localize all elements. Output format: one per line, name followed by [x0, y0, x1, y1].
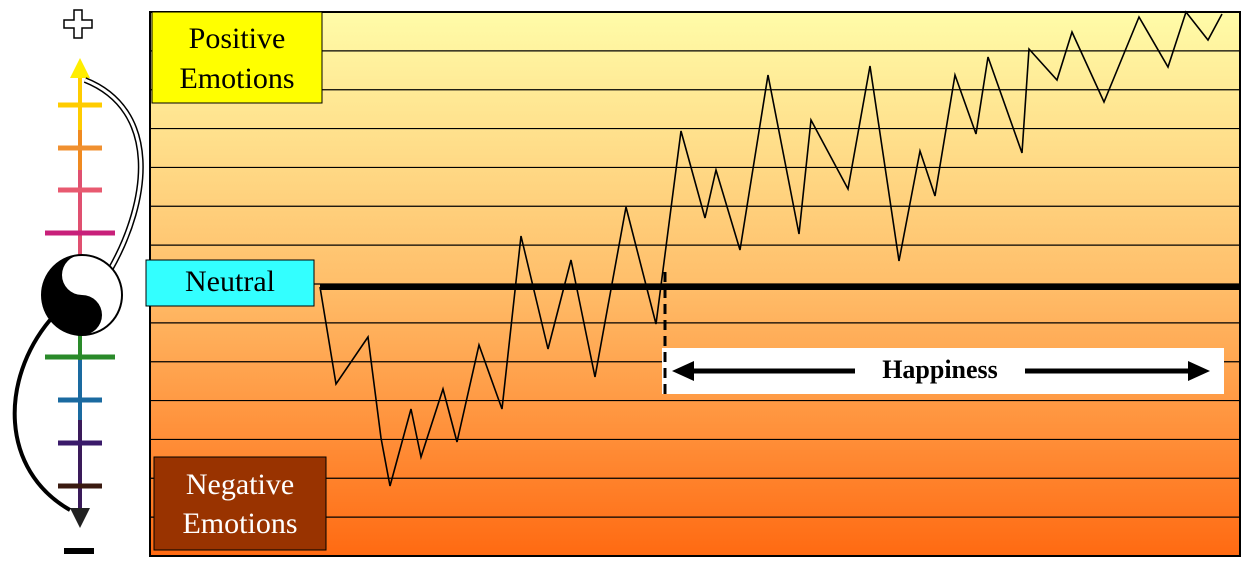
neutral-label: Neutral	[185, 265, 275, 298]
negative-box	[153, 456, 327, 551]
positive-box	[151, 11, 323, 104]
arrow-head	[672, 361, 694, 381]
negative-label: Emotions	[182, 507, 297, 540]
positive-label: Emotions	[179, 62, 294, 95]
emotion-line	[319, 10, 1223, 487]
positive-label: Positive	[189, 22, 286, 55]
arrow-head	[1188, 361, 1210, 381]
negative-label: Negative	[186, 468, 294, 501]
neutral-box	[145, 259, 315, 307]
scale-icon	[12, 9, 144, 554]
happiness-label: Happiness	[882, 355, 998, 384]
